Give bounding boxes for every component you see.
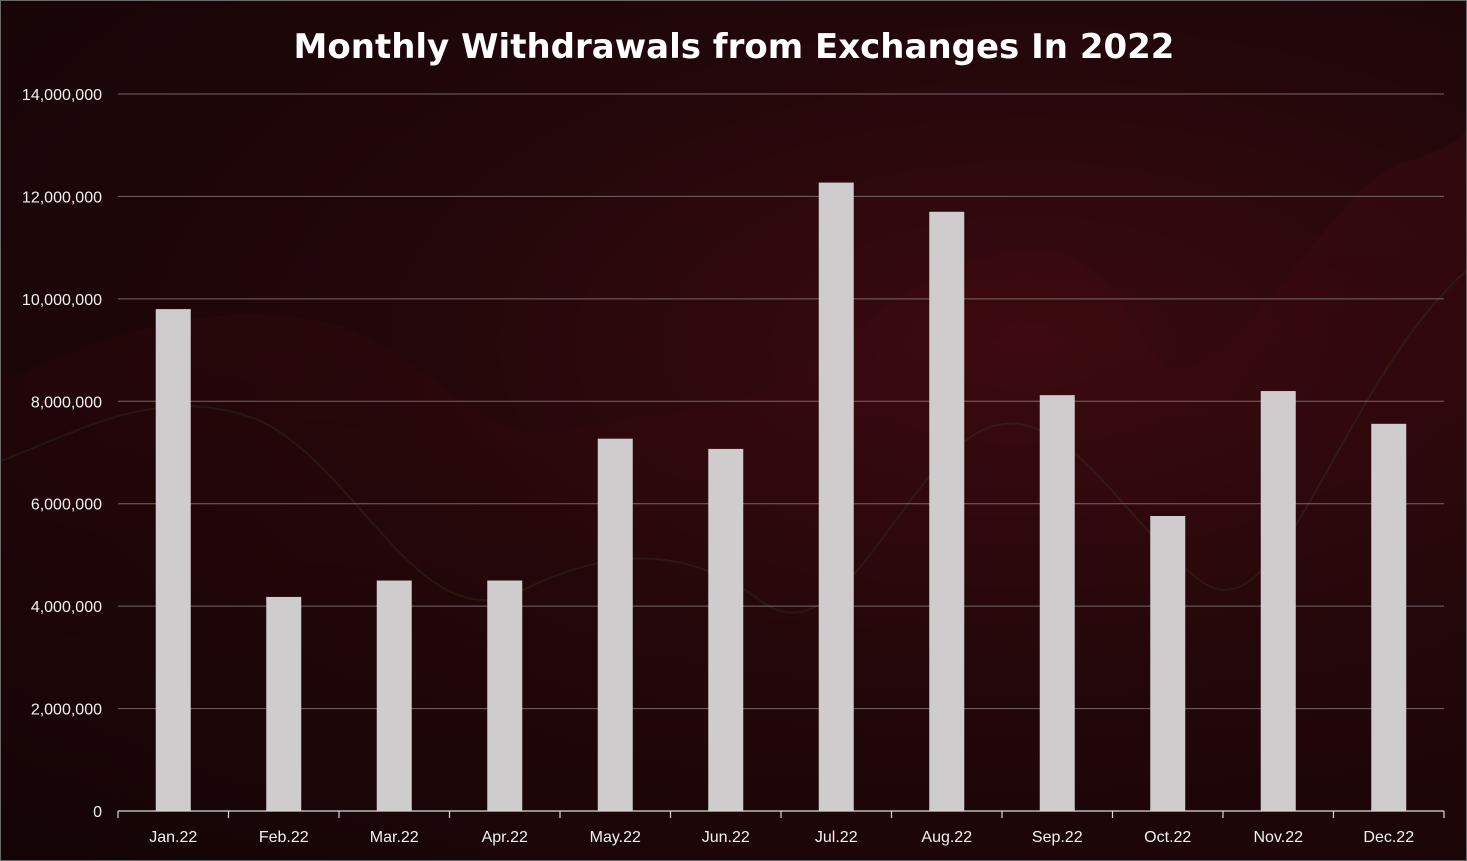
x-tick-label: May.22 (590, 829, 641, 846)
bar-oct-22 (1150, 516, 1186, 811)
bar-jan-22 (155, 309, 191, 811)
x-tick-label: Sep.22 (1032, 829, 1083, 846)
y-tick-label: 14,000,000 (22, 87, 102, 104)
x-tick-label: Dec.22 (1363, 829, 1414, 846)
bar-dec-22 (1371, 423, 1407, 811)
bar-may-22 (597, 438, 633, 811)
x-axis: Jan.22 Feb.22 Mar.22 Apr.22 May.22 Jun.22 Jul.… (117, 810, 1445, 846)
bar-apr-22 (487, 580, 523, 811)
bar-aug-22 (929, 211, 965, 812)
bar-mar-22 (376, 580, 412, 811)
x-tick-label: Aug.22 (921, 829, 972, 846)
x-tick-label: Oct.22 (1144, 829, 1191, 846)
y-tick-label: 2,000,000 (31, 702, 102, 719)
y-tick-label: 12,000,000 (22, 189, 102, 206)
x-tick-label: Jul.22 (815, 829, 858, 846)
y-tick-label: 6,000,000 (31, 497, 102, 514)
y-tick-label: 0 (93, 804, 102, 821)
x-tick-label: Apr.22 (482, 829, 528, 846)
x-tick-label: Mar.22 (370, 829, 419, 846)
bar-jun-22 (708, 448, 744, 811)
bar-feb-22 (266, 596, 302, 811)
x-tick-label: Feb.22 (259, 829, 309, 846)
bars (155, 182, 1407, 812)
x-tick-label: Jun.22 (702, 829, 750, 846)
y-tick-label: 10,000,000 (22, 292, 102, 309)
bar-jul-22 (818, 182, 854, 811)
y-tick-label: 8,000,000 (31, 394, 102, 411)
bar-nov-22 (1260, 391, 1296, 811)
y-tick-label: 4,000,000 (31, 599, 102, 616)
y-axis: 0 2,000,000 4,000,000 6,000,000 8,000,000 10,… (22, 87, 102, 821)
bar-sep-22 (1039, 395, 1075, 811)
x-tick-label: Jan.22 (149, 829, 197, 846)
gridlines (118, 93, 1444, 710)
chart-title: Monthly Withdrawals from Exchanges In 20… (294, 27, 1175, 67)
x-tick-label: Nov.22 (1253, 829, 1303, 846)
